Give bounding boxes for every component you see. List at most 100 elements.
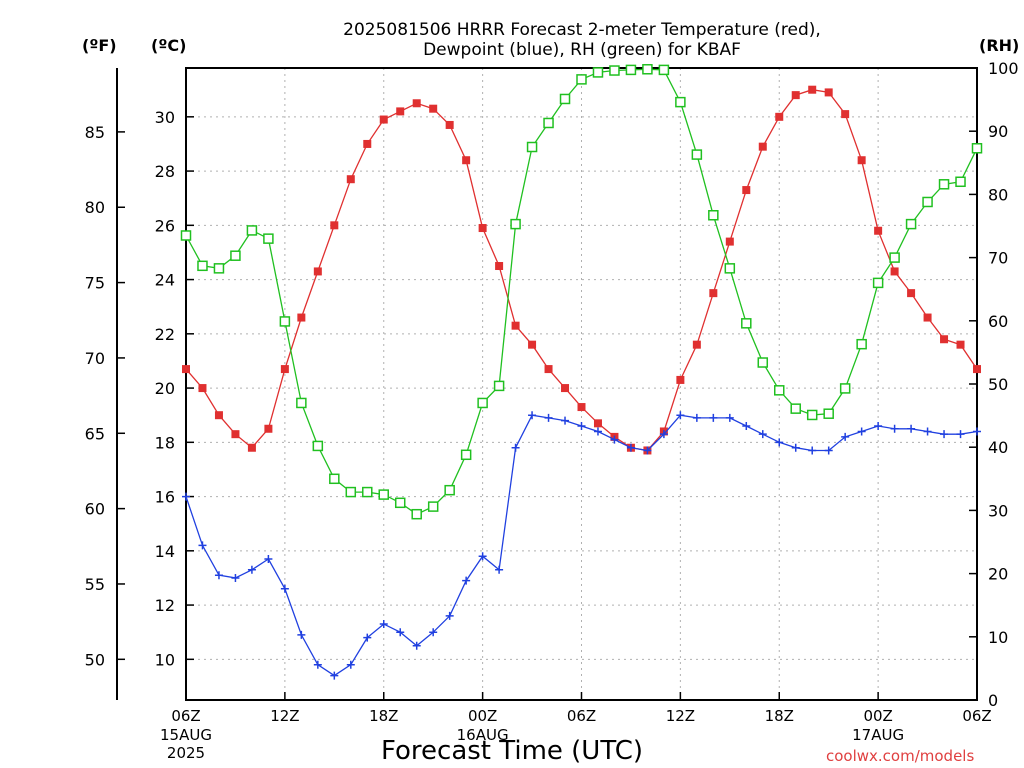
rh-point [543,117,554,129]
rh-point [708,210,719,221]
dewpoint-point [890,424,899,433]
rh-point [658,64,670,76]
chart-title-line-2: Dewpoint (blue), RH (green) for KBAF [423,40,741,60]
rh-point [774,385,785,396]
rh-tick-label: 100 [988,59,1019,78]
rh-point [213,263,225,274]
dewpoint-point [758,430,767,439]
celsius-axis-label: (ºC) [151,36,186,55]
rh-point [625,64,637,76]
temperature-point [214,411,223,420]
rh-tick-label: 60 [988,312,1008,331]
dewpoint-point [478,552,487,561]
rh-point [889,252,900,263]
fahrenheit-tick-label: 80 [85,198,105,217]
dewpoint-line [185,414,978,677]
rh-point [279,316,291,327]
rh-tick-label: 80 [988,185,1008,204]
temperature-point [379,115,388,124]
series-lines [180,64,983,680]
temperature-point [692,340,701,349]
dewpoint-point [561,416,570,425]
x-tick-label: 12Z [666,707,695,725]
dewpoint-point [429,628,438,637]
x-tick-date: 16AUG [457,726,509,744]
rh-tick-label: 90 [988,122,1008,141]
celsius-tick-label: 28 [155,162,175,181]
dewpoint-point [214,571,223,580]
temperature-point [429,104,438,113]
dewpoint-point [643,446,652,455]
fahrenheit-tick-label: 70 [85,349,105,368]
dewpoint-point [346,660,355,669]
dewpoint-point [692,413,701,422]
temperature-point [709,289,718,298]
x-tick-label: 12Z [270,707,299,725]
celsius-tick-label: 22 [155,325,175,344]
fahrenheit-tick-label: 75 [85,274,105,293]
rh-point [922,196,933,208]
rh-point [444,484,455,496]
rh-point [180,230,192,241]
dewpoint-point [808,446,817,455]
rh-tick-label: 20 [988,565,1008,584]
dewpoint-point [462,576,471,585]
dewpoint-point [363,633,372,642]
temperature-point [330,221,339,230]
rh-point [741,318,752,329]
rh-point [592,67,604,78]
rh-point [823,408,834,419]
temperature-point [956,340,965,349]
rh-point [345,486,357,498]
temperature-point [907,289,916,298]
dewpoint-point [330,671,339,680]
fahrenheit-tick-label: 60 [85,500,105,519]
temperature-point [363,139,372,148]
dewpoint-point [396,628,405,637]
rh-point [675,96,686,108]
rh-point [790,403,801,414]
rh-point [724,263,736,274]
dewpoint-point [231,573,240,582]
dewpoint-point [742,422,751,431]
temperature-point [396,107,405,116]
dewpoint-point [626,443,635,452]
dewpoint-point [709,413,718,422]
rh-point [263,233,274,244]
temperature-point [445,120,454,129]
temperature-point [495,262,504,271]
temperature-point [346,175,355,184]
fahrenheit-tick-label: 65 [85,424,105,443]
fahrenheit-axis-label: (ºF) [82,36,117,55]
dewpoint-point [544,413,553,422]
rh-point [971,143,983,154]
dewpoint-point [379,620,388,629]
temperature-point [824,88,833,97]
dewpoint-point [182,492,190,501]
dewpoint-point [956,430,965,439]
rh-point [872,277,884,289]
temperature-point [973,365,981,374]
x-tick-date: 15AUG [160,726,212,744]
temperature-point [528,340,537,349]
dewpoint-point [857,427,866,436]
rh-point [230,250,241,261]
temperature-point [462,156,471,165]
dewpoint-point [907,424,916,433]
dewpoint-point [313,660,322,669]
temperature-point [808,85,817,94]
rh-point [526,141,538,153]
celsius-tick-label: 12 [155,596,175,615]
celsius-tick-label: 10 [155,650,175,669]
rh-point [609,65,620,76]
celsius-tick-label: 30 [155,108,175,127]
temperature-point [182,365,190,374]
rh-point [856,338,867,350]
temperature-point [561,384,570,393]
dewpoint-point [791,443,800,452]
dewpoint-point [593,427,602,436]
rh-tick-label: 0 [988,691,998,710]
dewpoint-point [940,430,949,439]
temperature-point [593,419,602,428]
